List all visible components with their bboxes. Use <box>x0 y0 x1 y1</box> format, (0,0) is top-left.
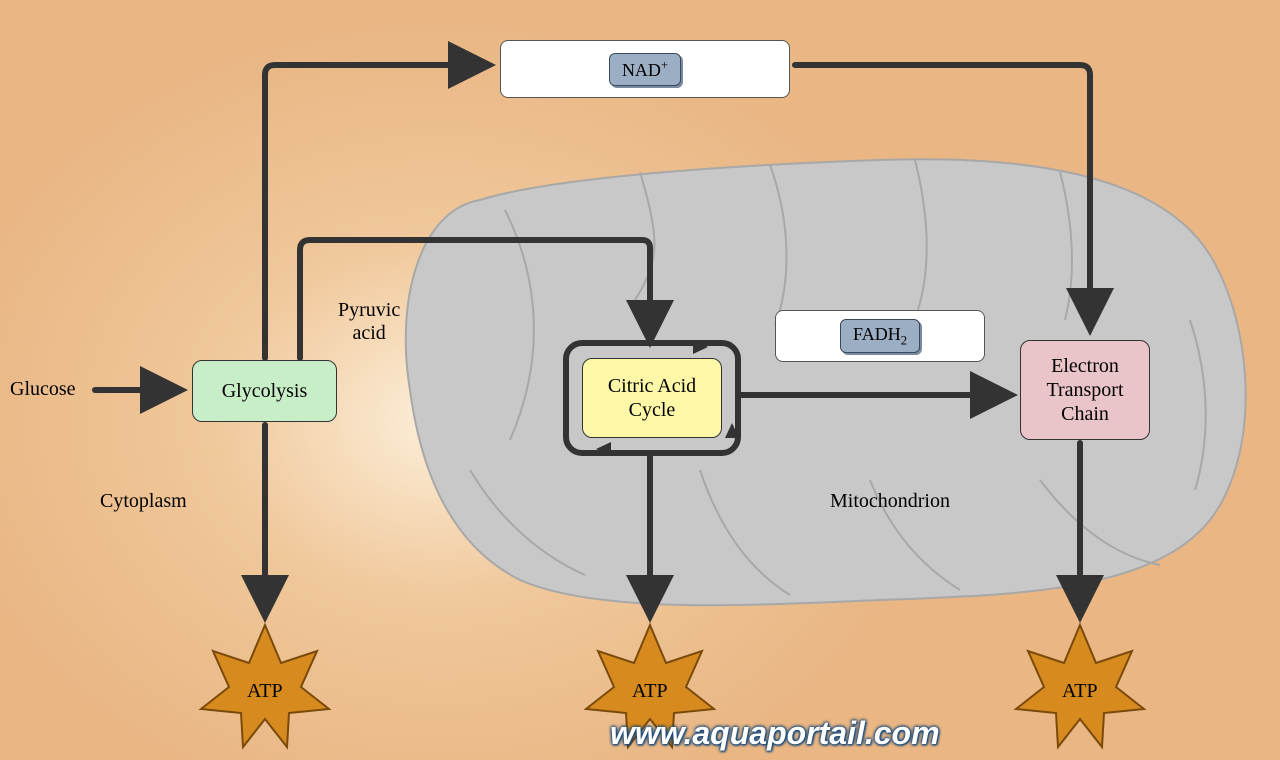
atp-text-2: ATP <box>632 680 668 703</box>
atp-text-1: ATP <box>247 680 283 703</box>
glycolysis-box: Glycolysis <box>192 360 337 422</box>
glycolysis-label: Glycolysis <box>222 379 308 403</box>
watermark: www.aquaportail.com <box>610 715 940 752</box>
fadh-tag: FADH2 <box>840 319 920 354</box>
etc-box: Electron Transport Chain <box>1020 340 1150 440</box>
fadh-text: FADH <box>853 324 901 344</box>
atp-text-3: ATP <box>1062 680 1098 703</box>
cytoplasm-label: Cytoplasm <box>100 490 187 513</box>
nad-text: NAD <box>622 60 661 80</box>
etc-label: Electron Transport Chain <box>1046 354 1123 426</box>
citric-box: Citric Acid Cycle <box>582 358 722 438</box>
fadh-pill: FADH2 <box>775 310 985 362</box>
nad-sup: + <box>661 58 668 72</box>
glucose-label: Glucose <box>10 378 76 401</box>
nad-tag: NAD+ <box>609 53 681 86</box>
mitochondrion-label: Mitochondrion <box>830 490 950 513</box>
nad-pill: NAD+ <box>500 40 790 98</box>
citric-label: Citric Acid Cycle <box>608 374 696 422</box>
fadh-sub: 2 <box>901 333 907 347</box>
pyruvic-label: Pyruvic acid <box>338 276 400 345</box>
